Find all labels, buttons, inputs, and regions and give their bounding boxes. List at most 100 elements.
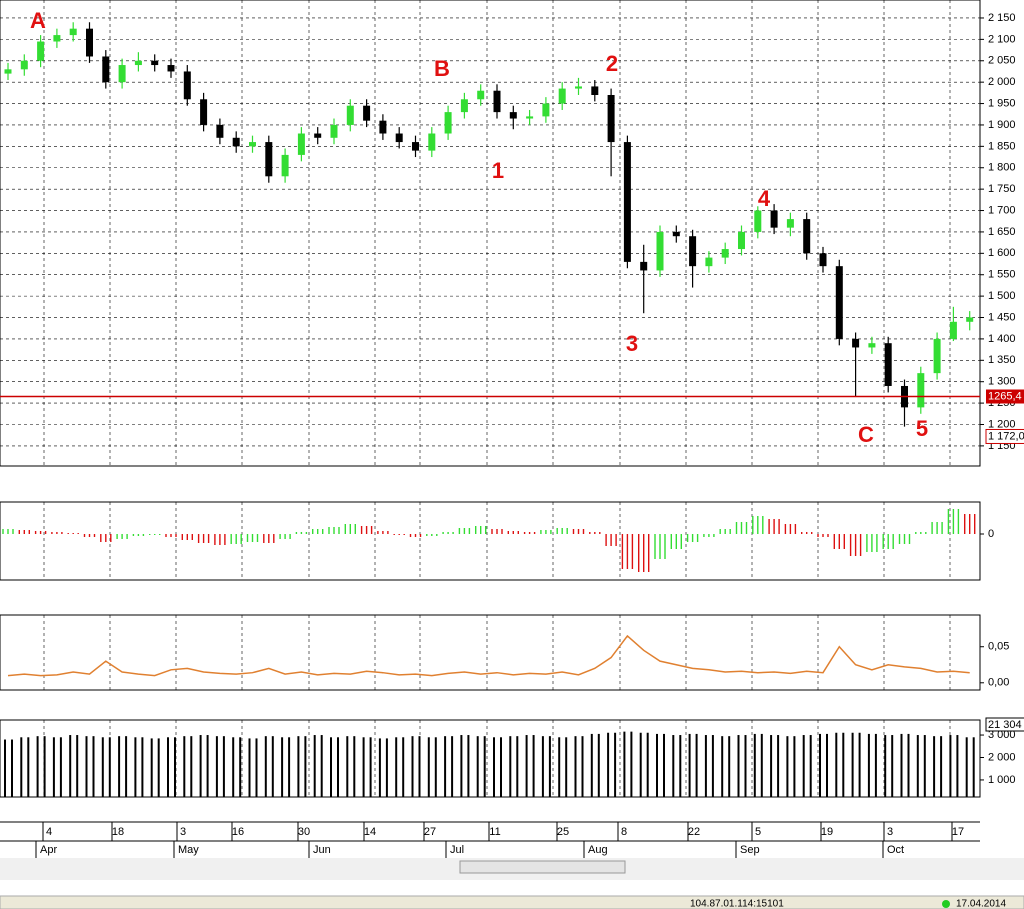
y-tick-label: 1 500 — [988, 290, 1016, 302]
date-tick-label: 18 — [112, 826, 124, 838]
candle-body — [379, 120, 387, 134]
panel-frame — [0, 719, 981, 798]
candle-body — [363, 105, 371, 121]
candle-body — [281, 154, 289, 177]
wave-label: C — [858, 422, 874, 447]
candle-body — [819, 253, 827, 267]
date-tick-label: 16 — [232, 826, 244, 838]
y-tick-label: 1 900 — [988, 119, 1016, 131]
y-tick-label: 0,00 — [988, 677, 1009, 689]
marker-box — [985, 428, 1024, 444]
candle-body — [754, 210, 762, 232]
candle-body — [542, 103, 550, 117]
wave-label: 2 — [606, 51, 618, 76]
y-tick-label: 1 000 — [988, 774, 1016, 786]
scrollbar-thumb[interactable] — [459, 860, 626, 874]
candle-body — [444, 112, 452, 134]
candle-body — [689, 236, 697, 267]
candle-body — [86, 28, 93, 57]
panel-frame — [0, 0, 981, 467]
candle-body — [917, 373, 925, 408]
y-tick-label: 1 400 — [988, 333, 1016, 345]
candle-body — [803, 219, 811, 254]
y-tick-label: 0 — [988, 528, 994, 540]
candle-body — [607, 94, 615, 143]
y-tick-label: 1 650 — [988, 226, 1016, 238]
candle-body — [721, 249, 729, 258]
candle-body — [330, 124, 338, 138]
month-label: Jul — [450, 844, 464, 856]
candle-body — [835, 266, 843, 339]
y-tick-label: 1 850 — [988, 140, 1016, 152]
candle-body — [20, 60, 28, 70]
candle-body — [705, 257, 713, 267]
candle-body — [183, 71, 191, 100]
month-label: Jun — [313, 844, 331, 856]
y-tick-label: 1 200 — [988, 418, 1016, 430]
month-label: Apr — [40, 844, 57, 856]
candle-body — [314, 133, 322, 138]
y-tick-label: 2 000 — [988, 751, 1016, 763]
date-tick-label: 3 — [180, 826, 186, 838]
candle-body — [868, 343, 876, 348]
candle-body — [232, 137, 240, 147]
marker-label: 1 172,0 — [988, 430, 1024, 442]
y-tick-label: 1 950 — [988, 97, 1016, 109]
candle-body — [949, 321, 957, 339]
y-tick-label: 1 750 — [988, 183, 1016, 195]
date-tick-label: 4 — [46, 826, 52, 838]
candle-body — [395, 133, 403, 143]
price-line-label: 1265,4 — [988, 390, 1022, 402]
month-label: Aug — [588, 844, 608, 856]
month-label: May — [178, 844, 199, 856]
candle-body — [884, 343, 892, 386]
candle-body — [966, 317, 974, 322]
date-tick-label: 17 — [952, 826, 964, 838]
candle-body — [738, 231, 745, 250]
y-tick-label: 0,05 — [988, 641, 1009, 653]
candle-body — [558, 88, 566, 104]
candle-body — [151, 60, 159, 66]
status-bar — [0, 895, 1024, 909]
date-tick-label: 25 — [557, 826, 569, 838]
candle-body — [118, 65, 126, 83]
date-tick-label: 8 — [621, 826, 627, 838]
y-tick-label: 2 150 — [988, 12, 1016, 24]
candle-body — [623, 142, 631, 262]
candle-body — [509, 112, 517, 119]
month-label: Sep — [740, 844, 760, 856]
candle-body — [672, 231, 680, 237]
date-tick-label: 3 — [887, 826, 893, 838]
y-tick-label: 1 300 — [988, 376, 1016, 388]
candle-body — [460, 99, 468, 113]
month-label: Oct — [887, 844, 904, 856]
y-tick-label: 1 600 — [988, 247, 1016, 259]
y-tick-label: 2 050 — [988, 55, 1016, 67]
candle-body — [412, 142, 419, 151]
candle-body — [770, 210, 778, 228]
status-date: 17.04.2014 — [956, 899, 1006, 909]
candle-body — [4, 69, 12, 74]
wave-label: 3 — [626, 331, 638, 356]
candle-body — [200, 99, 208, 125]
candle-body — [493, 90, 501, 113]
y-tick-label: 1 550 — [988, 269, 1016, 281]
wave-label: 4 — [758, 186, 771, 211]
candle-body — [575, 86, 582, 89]
wave-label: 5 — [916, 416, 928, 441]
volume-last-label: 21 304 — [988, 719, 1022, 731]
volume-label-box — [985, 717, 1024, 732]
date-tick-label: 14 — [364, 826, 376, 838]
panel-frame — [0, 614, 981, 691]
date-tick-label: 5 — [755, 826, 761, 838]
wave-label: A — [30, 8, 46, 33]
date-tick-label: 30 — [298, 826, 310, 838]
y-tick-label: 3 000 — [988, 729, 1016, 741]
candle-body — [249, 142, 256, 147]
candle-body — [852, 338, 860, 348]
candle-body — [69, 28, 77, 36]
candle-body — [526, 116, 534, 119]
candle-body — [216, 124, 224, 138]
